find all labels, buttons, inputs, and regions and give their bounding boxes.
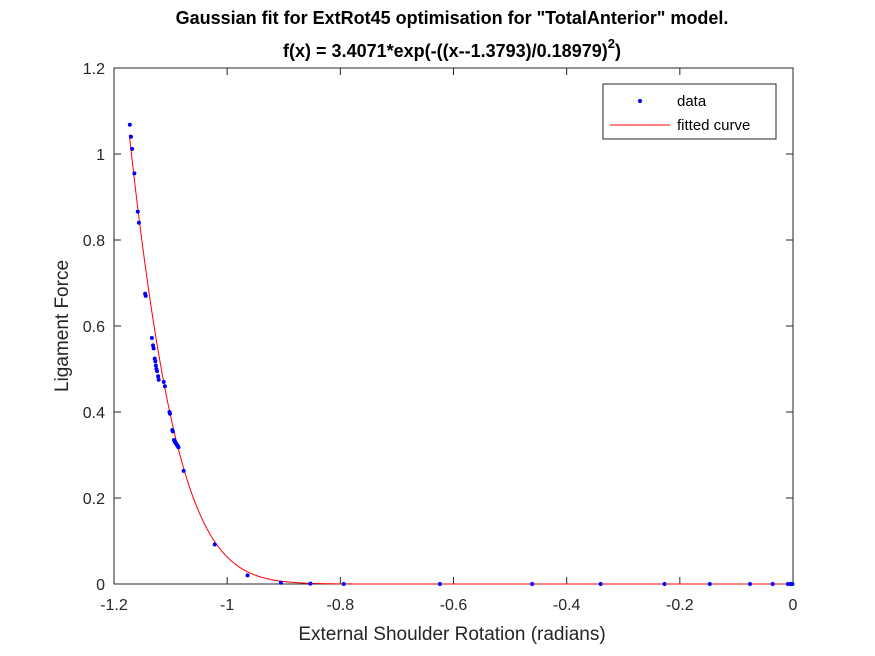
x-tick-label: -0.6 xyxy=(440,597,468,614)
chart-title-line1: Gaussian fit for ExtRot45 optimisation f… xyxy=(176,8,729,28)
data-point xyxy=(278,580,283,585)
x-axis-label: External Shoulder Rotation (radians) xyxy=(298,624,605,645)
axes-box xyxy=(113,67,794,585)
title-formula: f(x) = 3.4071*exp(-((x--1.3793)/0.18979) xyxy=(283,41,608,61)
data-point xyxy=(130,146,135,151)
data-point xyxy=(135,209,140,214)
data-point xyxy=(132,171,137,176)
y-tick-label: 0.6 xyxy=(83,319,105,336)
data-point xyxy=(790,582,795,586)
data-point xyxy=(598,582,603,586)
plot-area: -1.2 -1 -0.8 -0.6 -0.4 -0.2 0 0 0.2 0.4 0.6 0.8 1 1.2 xyxy=(83,61,798,614)
data-point xyxy=(747,582,752,586)
x-tick-label: 0 xyxy=(789,597,798,614)
data-point xyxy=(341,582,346,586)
x-tick-label: -0.2 xyxy=(666,597,694,614)
data-point xyxy=(707,582,712,586)
legend-box xyxy=(602,83,777,140)
data-point xyxy=(155,369,160,374)
legend-label-fitted-curve: fitted curve xyxy=(677,117,750,134)
title-exponent: 2 xyxy=(608,36,615,51)
y-tick-label: 1.2 xyxy=(83,61,105,78)
data-point xyxy=(153,363,158,368)
data-point xyxy=(181,468,186,473)
y-tick-label: 0.2 xyxy=(83,491,105,508)
y-tick-label: 1 xyxy=(96,147,105,164)
data-point xyxy=(156,374,161,379)
data-point xyxy=(308,581,313,586)
x-tick-label: -0.4 xyxy=(553,597,581,614)
data-point xyxy=(151,343,156,348)
y-tick-label: 0.8 xyxy=(83,233,105,250)
data-point xyxy=(770,582,775,586)
data-point xyxy=(151,346,156,351)
fitted-curve-line xyxy=(128,134,793,585)
data-point xyxy=(245,573,250,578)
data-point xyxy=(162,384,167,389)
data-point xyxy=(437,582,442,586)
y-tick-label: 0.4 xyxy=(83,405,105,422)
data-point xyxy=(176,445,181,450)
data-point xyxy=(168,411,173,416)
legend-data-marker xyxy=(638,99,642,103)
data-point xyxy=(170,429,175,434)
data-point xyxy=(785,582,790,586)
chart-title-line2: f(x) = 3.4071*exp(-((x--1.3793)/0.18979)… xyxy=(283,36,621,61)
x-tick-label: -1 xyxy=(220,597,234,614)
legend-label-data: data xyxy=(677,93,707,110)
y-axis-label: Ligament Force xyxy=(52,260,73,392)
x-tick-label: -1.2 xyxy=(100,597,128,614)
data-point xyxy=(143,293,148,298)
data-point xyxy=(530,582,535,586)
title-formula-end: ) xyxy=(615,41,621,61)
data-point xyxy=(212,542,217,547)
data-point xyxy=(662,582,667,586)
data-point xyxy=(153,359,158,364)
data-point xyxy=(161,379,166,384)
y-tick-label: 0 xyxy=(96,577,105,594)
legend: data fitted curve xyxy=(602,83,777,140)
data-point xyxy=(128,134,133,139)
data-point xyxy=(149,336,154,341)
x-tick-label: -0.8 xyxy=(327,597,355,614)
data-point xyxy=(127,122,132,127)
data-point xyxy=(156,377,161,382)
data-point xyxy=(136,220,141,225)
